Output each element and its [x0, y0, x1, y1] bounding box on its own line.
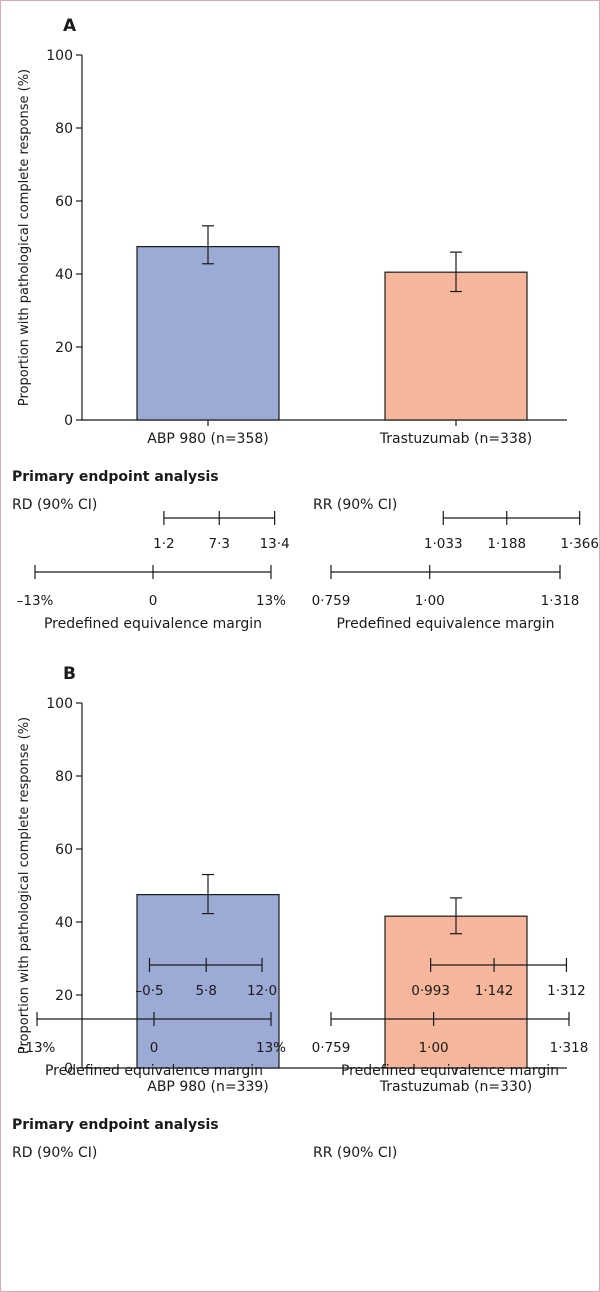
- margin-value-label: –13%: [17, 593, 54, 609]
- margin-caption: Predefined equivalence margin: [336, 616, 554, 632]
- y-tick-label: 40: [55, 915, 73, 931]
- ci-value-label: 0·993: [411, 983, 450, 999]
- margin-value-label: 0: [149, 593, 158, 609]
- y-tick-label: 40: [55, 267, 73, 283]
- forest-label: RR (90% CI): [313, 1145, 397, 1161]
- margin-value-label: 1·318: [541, 593, 580, 609]
- forest-label: RR (90% CI): [313, 497, 397, 513]
- category-label: Trastuzumab (n=338): [379, 431, 533, 447]
- y-tick-label: 100: [46, 48, 73, 64]
- bar: [136, 246, 280, 421]
- forest-plot-rd: RD (90% CI) 1·2 7·3 13·4 –13% 0 13% Predefined …: [12, 497, 290, 632]
- ci-value-label: 13·4: [260, 536, 290, 552]
- y-tick-label: 100: [46, 696, 73, 712]
- ci-value-label: 1·366: [560, 536, 599, 552]
- y-tick-label: 60: [55, 194, 73, 210]
- y-tick-label: 0: [64, 1061, 73, 1077]
- ci-value-label: 7·3: [209, 536, 230, 552]
- analysis-title: Primary endpoint analysis: [12, 469, 219, 485]
- margin-caption: Predefined equivalence margin: [44, 616, 262, 632]
- forest-plot-rr: RR (90% CI) 0·993 1·142 1·312 0·759 1·00 1·318…: [312, 958, 589, 1161]
- margin-value-label: 13%: [256, 1040, 286, 1056]
- y-tick-label: 80: [55, 769, 73, 785]
- ci-value-label: –0·5: [135, 983, 163, 999]
- analysis-title: Primary endpoint analysis: [12, 1117, 219, 1133]
- margin-value-label: 1·318: [550, 1040, 589, 1056]
- panel-label: B: [63, 664, 76, 684]
- ci-value-label: 1·188: [487, 536, 526, 552]
- bar: [384, 915, 528, 1069]
- ci-value-label: 5·8: [195, 983, 216, 999]
- y-tick-label: 20: [55, 988, 73, 1004]
- margin-caption: Predefined equivalence margin: [45, 1063, 263, 1079]
- margin-caption: Predefined equivalence margin: [341, 1063, 559, 1079]
- forest-label: RD (90% CI): [12, 497, 97, 513]
- y-tick-label: 20: [55, 340, 73, 356]
- category-label: ABP 980 (n=339): [147, 1079, 269, 1095]
- bar: [384, 271, 528, 421]
- forest-plot-rr: RR (90% CI) 1·033 1·188 1·366 0·759 1·00 1·318…: [312, 497, 599, 632]
- y-axis-title: Proportion with pathological complete re…: [17, 717, 32, 1054]
- ci-value-label: 1·142: [475, 983, 514, 999]
- ci-value-label: 12·0: [247, 983, 277, 999]
- forest-label: RD (90% CI): [12, 1145, 97, 1161]
- y-tick-label: 0: [64, 413, 73, 429]
- panel-b: B Proportion with pathological complete r…: [12, 664, 588, 1161]
- forest-plot-rd: RD (90% CI) –0·5 5·8 12·0 –13% 0 13% Predefined…: [12, 958, 286, 1161]
- margin-value-label: 13%: [256, 593, 286, 609]
- ci-value-label: 1·2: [153, 536, 174, 552]
- category-label: ABP 980 (n=358): [147, 431, 269, 447]
- margin-value-label: 1·00: [415, 593, 445, 609]
- margin-value-label: 0: [150, 1040, 159, 1056]
- margin-value-label: 0·759: [312, 593, 351, 609]
- margin-value-label: –13%: [19, 1040, 56, 1056]
- margin-value-label: 0·759: [312, 1040, 351, 1056]
- y-tick-label: 60: [55, 842, 73, 858]
- margin-value-label: 1·00: [419, 1040, 449, 1056]
- panel-label: A: [63, 16, 77, 36]
- ci-value-label: 1·312: [547, 983, 586, 999]
- y-tick-label: 80: [55, 121, 73, 137]
- category-label: Trastuzumab (n=330): [379, 1079, 533, 1095]
- panel-a: A Proportion with pathological complete r…: [12, 16, 599, 632]
- ci-value-label: 1·033: [424, 536, 463, 552]
- bar: [136, 894, 280, 1069]
- y-axis-title: Proportion with pathological complete re…: [17, 69, 32, 406]
